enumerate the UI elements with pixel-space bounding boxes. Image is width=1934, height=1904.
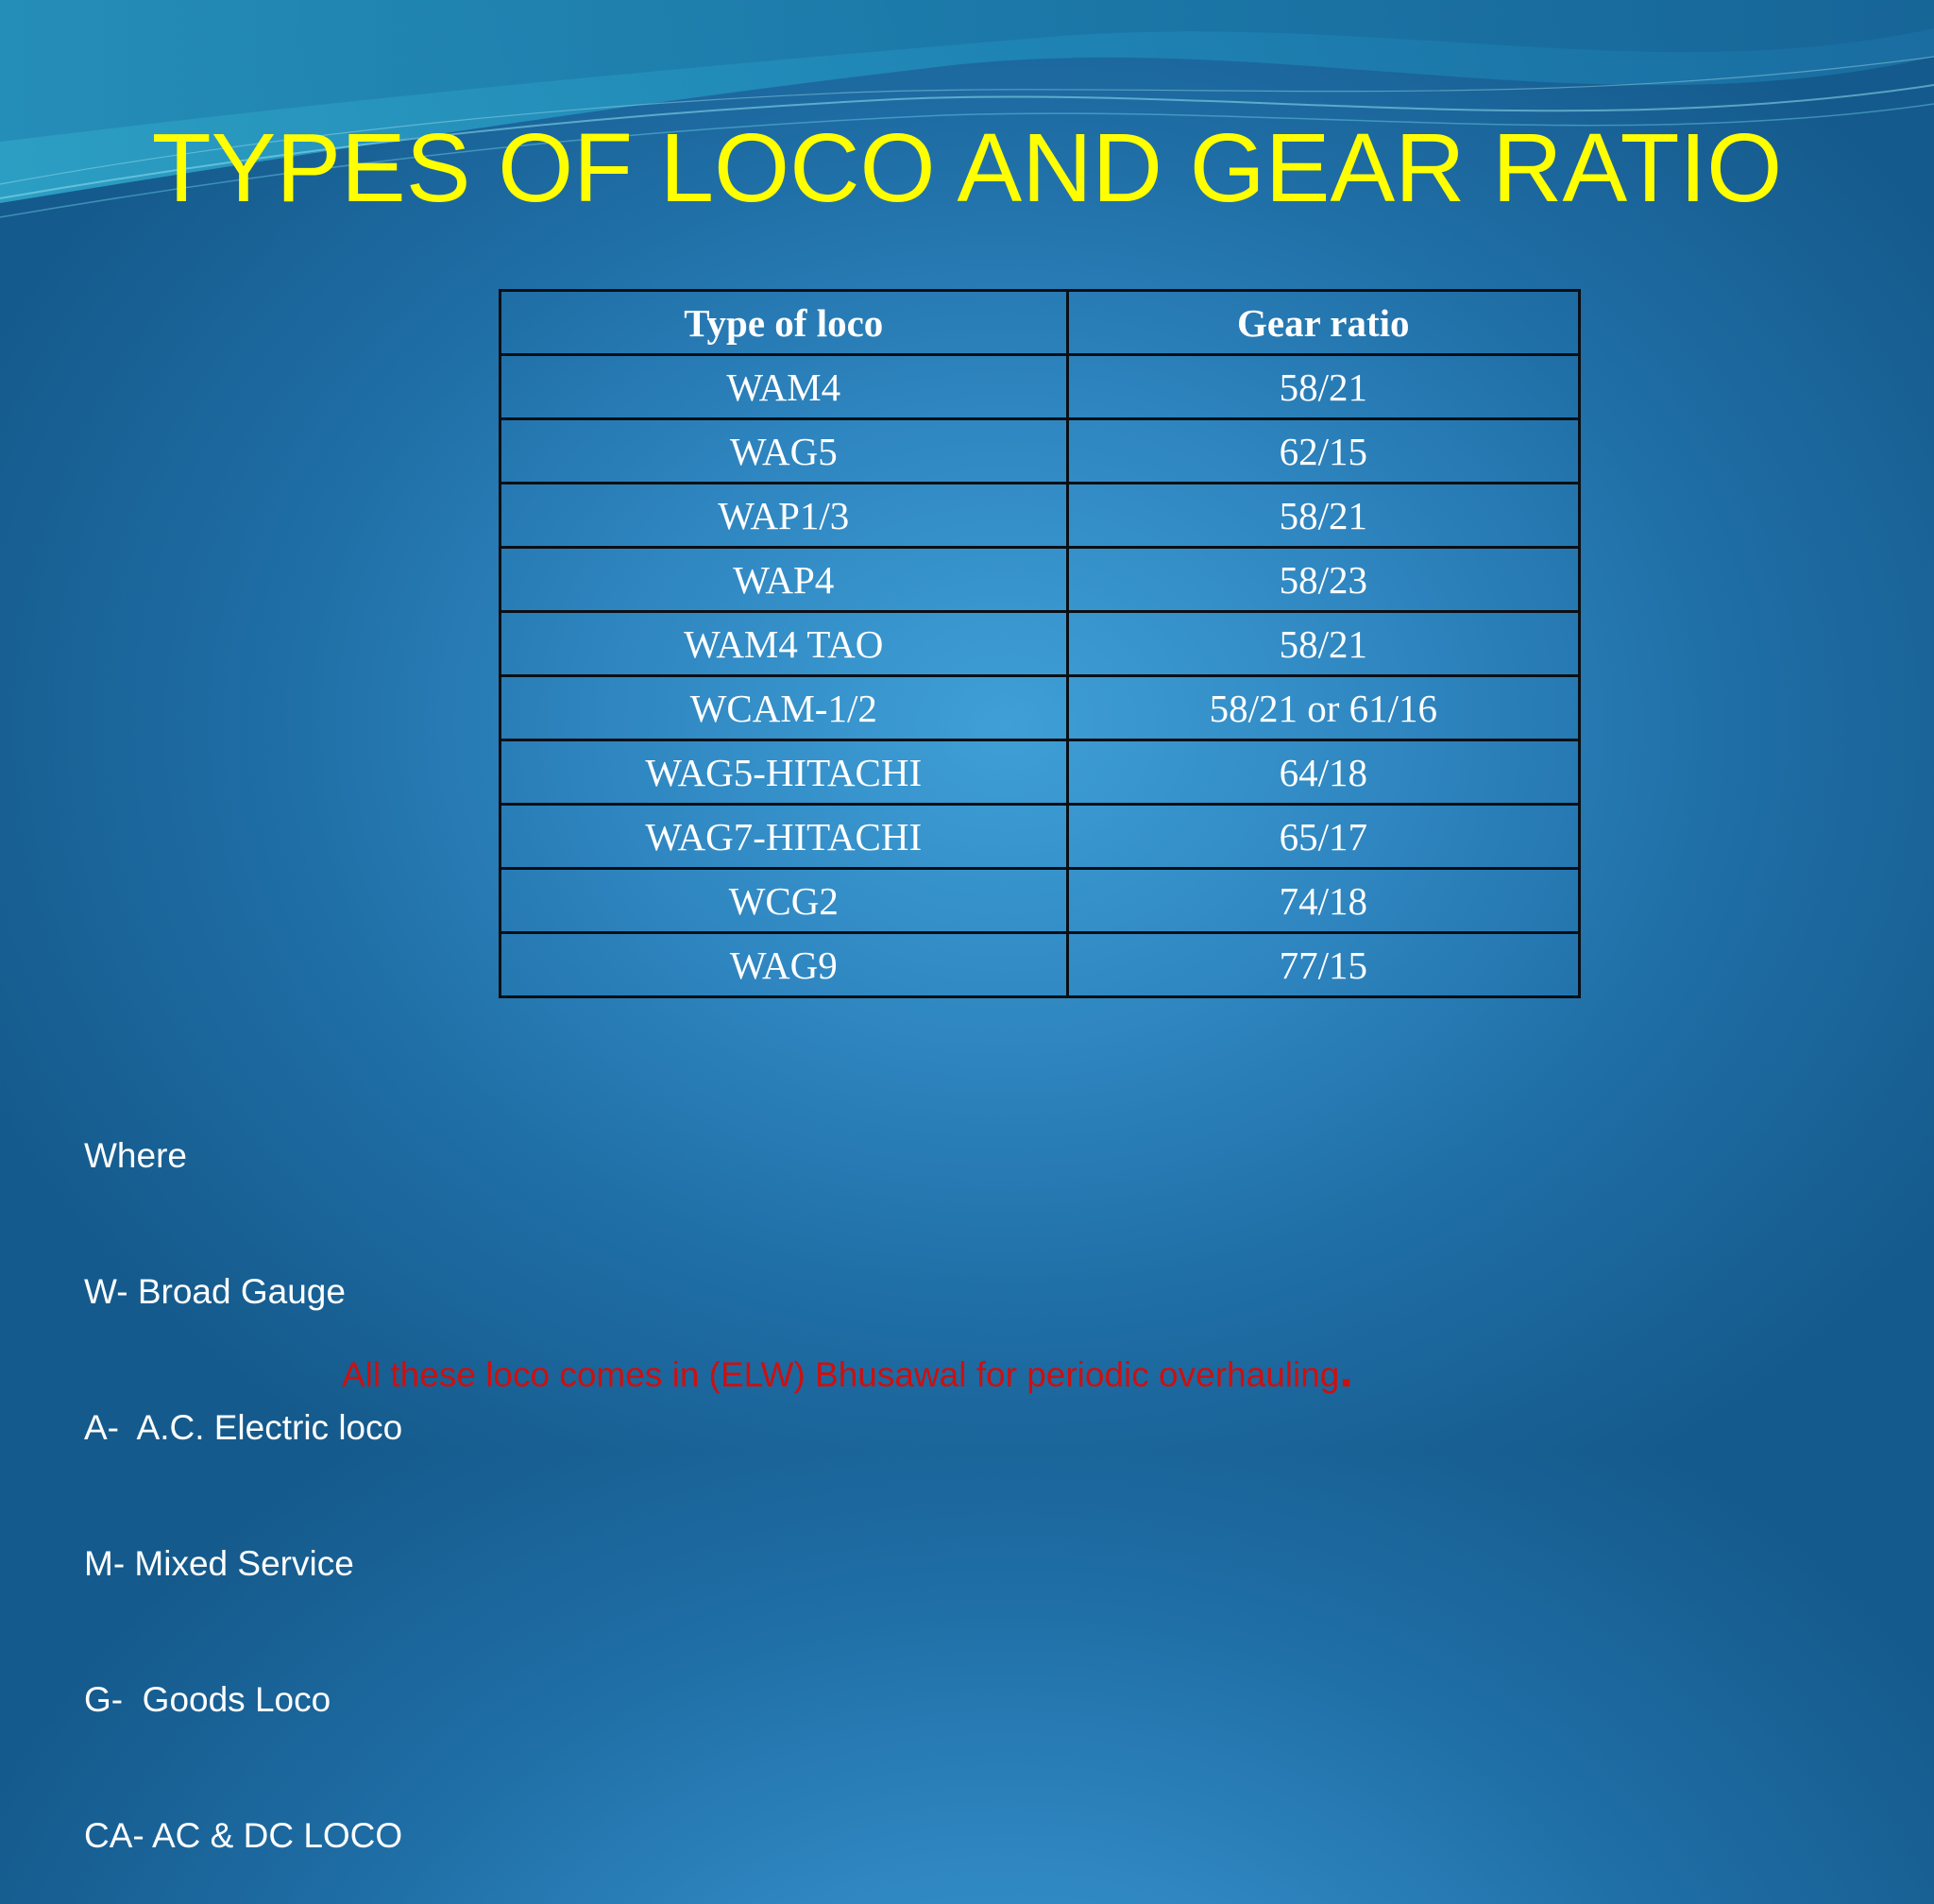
gear-ratio-cell: 74/18 bbox=[1065, 867, 1582, 934]
loco-type-cell: WAG9 bbox=[499, 931, 1069, 998]
table-row: WAG5 62/15 bbox=[499, 417, 1582, 484]
table-row: WAM4 TAO 58/21 bbox=[499, 610, 1582, 677]
table-header-row: Type of loco Gear ratio bbox=[499, 289, 1582, 356]
loco-type-cell: WAM4 TAO bbox=[499, 610, 1069, 677]
loco-type-cell: WAP4 bbox=[499, 546, 1069, 613]
decorative-waves bbox=[0, 0, 1934, 218]
loco-type-cell: WAG5-HITACHI bbox=[499, 739, 1069, 806]
loco-type-cell: WAM4 bbox=[499, 353, 1069, 420]
gear-ratio-cell: 58/21 bbox=[1065, 610, 1582, 677]
table-row: WAG7-HITACHI 65/17 bbox=[499, 803, 1582, 870]
footer-note-period: . bbox=[1339, 1343, 1353, 1398]
footer-note: All these loco comes in (ELW) Bhusawal f… bbox=[342, 1346, 1353, 1398]
loco-type-cell: WCAM-1/2 bbox=[499, 674, 1069, 741]
table-row: WCAM-1/2 58/21 or 61/16 bbox=[499, 674, 1582, 741]
gear-ratio-cell: 77/15 bbox=[1065, 931, 1582, 998]
gear-ratio-cell: 64/18 bbox=[1065, 739, 1582, 806]
gear-ratio-cell: 58/21 bbox=[1065, 482, 1582, 549]
legend-item-w: W- Broad Gauge bbox=[84, 1272, 346, 1311]
table-row: WAP4 58/23 bbox=[499, 546, 1582, 613]
footer-note-text: All these loco comes in (ELW) Bhusawal f… bbox=[342, 1355, 1340, 1394]
table-row: WCG2 74/18 bbox=[499, 867, 1582, 934]
gear-ratio-cell: 58/21 or 61/16 bbox=[1065, 674, 1582, 741]
loco-type-cell: WAG7-HITACHI bbox=[499, 803, 1069, 870]
abbreviation-legend: Where W- Broad Gauge A- A.C. Electric lo… bbox=[84, 1043, 402, 1904]
gear-ratio-cell: 58/21 bbox=[1065, 353, 1582, 420]
table-row: WAG9 77/15 bbox=[499, 931, 1582, 998]
table-row: WAM4 58/21 bbox=[499, 353, 1582, 420]
loco-type-cell: WAP1/3 bbox=[499, 482, 1069, 549]
gear-ratio-cell: 62/15 bbox=[1065, 417, 1582, 484]
legend-item-ca: CA- AC & DC LOCO bbox=[84, 1816, 403, 1855]
legend-heading: Where bbox=[84, 1136, 187, 1175]
table-row: WAP1/3 58/21 bbox=[499, 482, 1582, 549]
gear-ratio-table: Type of loco Gear ratio WAM4 58/21 WAG5 … bbox=[499, 289, 1582, 998]
legend-item-g: G- Goods Loco bbox=[84, 1680, 331, 1719]
loco-type-cell: WCG2 bbox=[499, 867, 1069, 934]
table-row: WAG5-HITACHI 64/18 bbox=[499, 739, 1582, 806]
header-type-of-loco: Type of loco bbox=[499, 289, 1069, 356]
gear-ratio-cell: 65/17 bbox=[1065, 803, 1582, 870]
header-gear-ratio: Gear ratio bbox=[1065, 289, 1582, 356]
legend-item-m: M- Mixed Service bbox=[84, 1544, 354, 1583]
gear-ratio-cell: 58/23 bbox=[1065, 546, 1582, 613]
legend-item-a: A- A.C. Electric loco bbox=[84, 1408, 403, 1447]
loco-type-cell: WAG5 bbox=[499, 417, 1069, 484]
slide-title: TYPES OF LOCO AND GEAR RATIO bbox=[151, 113, 1783, 222]
